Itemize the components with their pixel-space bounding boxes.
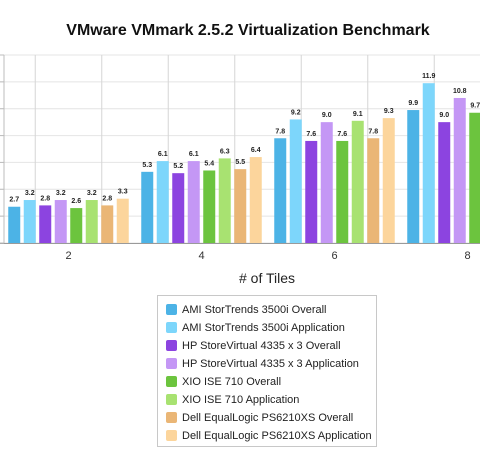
bar xyxy=(367,138,380,243)
bar xyxy=(234,169,247,243)
legend-swatch xyxy=(166,304,177,315)
x-tick-label: 2 xyxy=(65,250,71,262)
bar xyxy=(156,161,169,243)
data-label: 10.8 xyxy=(453,88,467,95)
data-label: 9.1 xyxy=(353,111,363,118)
legend-item[interactable]: AMI StorTrends 3500i Overall xyxy=(166,301,326,318)
x-tick-label: 4 xyxy=(198,250,204,262)
data-label: 6.1 xyxy=(158,151,168,158)
x-tick-label: 6 xyxy=(331,250,337,262)
data-label: 9.0 xyxy=(322,112,332,119)
bar xyxy=(438,122,451,243)
legend-label: HP StoreVirtual 4335 x 3 Overall xyxy=(182,339,341,352)
legend-swatch xyxy=(166,358,177,369)
bar xyxy=(422,83,435,243)
data-label: 2.6 xyxy=(71,198,81,205)
legend-label: XIO ISE 710 Overall xyxy=(182,375,282,388)
bar xyxy=(382,118,395,243)
bar xyxy=(23,200,36,243)
data-label: 5.4 xyxy=(204,160,214,167)
data-label: 9.7 xyxy=(470,103,480,110)
data-label: 5.2 xyxy=(173,163,183,170)
data-label: 7.6 xyxy=(337,131,347,138)
bar xyxy=(70,208,83,243)
data-label: 6.3 xyxy=(220,148,230,155)
data-label: 9.0 xyxy=(439,112,449,119)
data-label: 3.2 xyxy=(25,190,35,197)
data-label: 5.3 xyxy=(142,162,152,169)
bar xyxy=(407,110,420,243)
chart-title: VMware VMmark 2.5.2 Virtualization Bench… xyxy=(66,22,430,39)
legend-swatch xyxy=(166,376,177,387)
x-axis-label: # of Tiles xyxy=(239,270,295,286)
data-label: 7.8 xyxy=(275,128,285,135)
bar xyxy=(116,198,129,243)
data-label: 2.8 xyxy=(102,195,112,202)
data-label: 6.1 xyxy=(189,151,199,158)
bar xyxy=(289,119,302,243)
data-label: 9.3 xyxy=(384,108,394,115)
bar xyxy=(172,173,185,243)
x-tick-label: 8 xyxy=(464,250,470,262)
bar xyxy=(203,170,216,243)
legend-item[interactable]: XIO ISE 710 Overall xyxy=(166,373,281,390)
bar xyxy=(8,206,21,243)
legend-label: AMI StorTrends 3500i Application xyxy=(182,321,345,334)
legend-item[interactable]: HP StoreVirtual 4335 x 3 Overall xyxy=(166,337,341,354)
legend-label: Dell EqualLogic PS6210XS Application xyxy=(182,429,372,442)
bar xyxy=(54,200,67,243)
legend-label: AMI StorTrends 3500i Overall xyxy=(182,303,327,316)
bar xyxy=(469,112,480,243)
data-label: 6.4 xyxy=(251,147,261,154)
legend-label: HP StoreVirtual 4335 x 3 Application xyxy=(182,357,359,370)
legend-label: Dell EqualLogic PS6210XS Overall xyxy=(182,411,354,424)
bar xyxy=(218,158,231,243)
data-label: 3.2 xyxy=(56,190,66,197)
legend-item[interactable]: XIO ISE 710 Application xyxy=(166,391,299,408)
data-label: 7.6 xyxy=(306,131,316,138)
data-label: 3.2 xyxy=(87,190,97,197)
legend: AMI StorTrends 3500i Overall AMI StorTren… xyxy=(157,295,377,447)
data-label: 5.5 xyxy=(235,159,245,166)
legend-label: XIO ISE 710 Application xyxy=(182,393,300,406)
data-label: 7.8 xyxy=(368,128,378,135)
legend-swatch xyxy=(166,340,177,351)
legend-item[interactable]: Dell EqualLogic PS6210XS Application xyxy=(166,427,372,444)
legend-item[interactable]: Dell EqualLogic PS6210XS Overall xyxy=(166,409,353,426)
bar xyxy=(39,205,52,243)
bar xyxy=(249,157,262,243)
data-label: 9.2 xyxy=(291,109,301,116)
bar xyxy=(101,205,114,243)
legend-swatch xyxy=(166,412,177,423)
plot-area: 2.7 3.2 2.8 3.2 2.6 3.2 2.8 3.3 5.3 6.1 5.2 6.1 5.4 6… xyxy=(0,54,480,262)
bar xyxy=(187,161,200,243)
bar xyxy=(453,97,466,243)
data-label: 9.9 xyxy=(408,100,418,107)
data-label: 2.8 xyxy=(40,195,50,202)
bar xyxy=(85,200,98,243)
legend-swatch xyxy=(166,430,177,441)
bar xyxy=(141,171,154,243)
data-label: 3.3 xyxy=(118,189,128,196)
legend-item[interactable]: AMI StorTrends 3500i Application xyxy=(166,319,345,336)
bar xyxy=(320,122,333,243)
data-label: 2.7 xyxy=(9,197,19,204)
legend-swatch xyxy=(166,322,177,333)
bar xyxy=(305,140,318,243)
bar xyxy=(336,140,349,243)
legend-swatch xyxy=(166,394,177,405)
bar xyxy=(351,120,364,243)
data-label: 11.9 xyxy=(422,73,435,80)
bar xyxy=(274,138,287,243)
legend-item[interactable]: HP StoreVirtual 4335 x 3 Application xyxy=(166,355,359,372)
